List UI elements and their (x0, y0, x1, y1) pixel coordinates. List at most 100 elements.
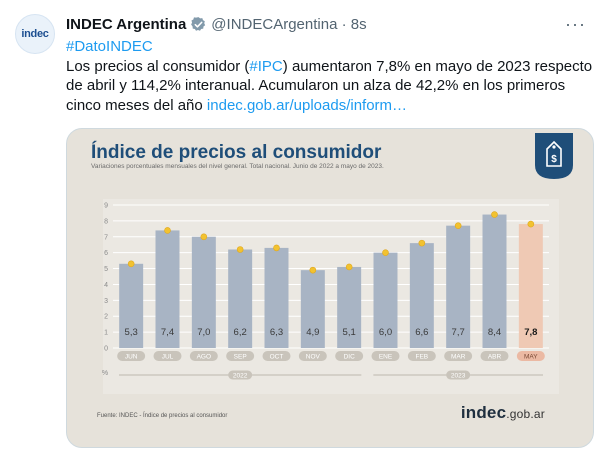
bar-value-label: 6,2 (234, 327, 247, 338)
month-pill (189, 351, 218, 361)
x-tick-label: JUL (162, 354, 174, 361)
bar-top-marker (273, 244, 280, 252)
bar-top-marker (491, 211, 498, 218)
y-tick-label: 7 (104, 234, 108, 241)
month-pill (117, 351, 146, 361)
bar-top-marker (345, 263, 353, 271)
bar (446, 225, 471, 348)
chart-source-note: Fuente: INDEC - Índice de precios al con… (97, 413, 228, 419)
tweet-text: #DatoINDEC Los precios al consumidor (#I… (66, 37, 596, 115)
year-label: 2023 (451, 373, 466, 380)
y-tick-label: 9 (104, 203, 108, 210)
bar-value-label: 5,1 (343, 327, 356, 338)
bar-value-label: 7,0 (197, 327, 210, 338)
bar-top-marker (418, 239, 426, 247)
bar-top-marker (127, 260, 135, 268)
year-label: 2022 (233, 373, 248, 380)
logo-main-text: indec (460, 403, 507, 422)
bar (518, 224, 543, 348)
y-axis-unit: % (102, 370, 108, 377)
author-avatar[interactable]: indec (15, 14, 55, 54)
x-tick-label: AGO (197, 354, 211, 361)
x-tick-label: DIC (344, 354, 356, 361)
verified-badge-icon (191, 16, 206, 31)
month-pill (262, 351, 291, 361)
month-pill (480, 351, 509, 361)
y-tick-label: 3 (104, 298, 108, 305)
y-tick-label: 1 (104, 330, 108, 337)
media-card[interactable]: 0 1 2 3 4 5 6 7 8 9% 5,3 JUN 7,4 JUL 7,0 AGO 6,2 SEP 6,3 OC… (66, 128, 594, 448)
bar (300, 270, 325, 348)
bar (482, 214, 507, 348)
bar (191, 236, 216, 348)
tweet-text-part-2: ) aumentaron 7,8% en mayo de 2023 respec… (66, 57, 593, 114)
bar-value-label: 4,9 (306, 327, 319, 338)
report-link[interactable]: indec.gob.ar/uploads/inform… (206, 96, 408, 114)
bar-value-label: 6,3 (270, 327, 283, 338)
bar (373, 252, 398, 348)
bar-value-label: 5,3 (125, 327, 138, 338)
bar-top-marker (236, 246, 244, 253)
month-pill (516, 351, 545, 361)
bar-top-marker (309, 266, 317, 274)
month-pill (298, 351, 327, 361)
x-tick-label: SEP (234, 354, 247, 361)
chart-subtitle: Variaciones porcentuales mensuales del n… (91, 163, 384, 170)
y-tick-label: 4 (104, 282, 108, 289)
y-tick-label: 2 (104, 314, 108, 321)
svg-text:$: $ (551, 154, 557, 165)
x-tick-label: JUN (125, 354, 138, 361)
tweet-body: Los precios al consumidor (#IPC) aumenta… (66, 57, 596, 116)
bar (228, 249, 253, 348)
more-options-icon[interactable]: ··· (565, 14, 586, 34)
bar (337, 266, 362, 348)
bar-top-marker (200, 233, 208, 241)
x-tick-label: ENE (379, 354, 393, 361)
x-tick-label: ABR (488, 354, 502, 361)
month-pill (226, 351, 255, 361)
x-tick-label: MAR (451, 354, 466, 361)
x-tick-label: OCT (270, 354, 284, 361)
bar-top-marker (454, 222, 462, 229)
year-pill (228, 370, 253, 380)
author-handle-and-time[interactable]: @INDECArgentina · 8s (211, 15, 367, 33)
bar-value-label: 7,7 (452, 327, 465, 338)
bar (155, 230, 180, 348)
bar-value-label: 7,8 (524, 327, 537, 338)
tweet-header: INDEC Argentina @INDECArgentina · 8s (66, 13, 367, 35)
x-tick-label: MAY (524, 354, 538, 361)
y-tick-label: 5 (104, 266, 108, 273)
month-pill (407, 351, 436, 361)
hashtag-link-datoindec[interactable]: #DatoINDEC (66, 38, 153, 55)
avatar-logo-text: indec (21, 28, 49, 40)
bar-value-label: 8,4 (488, 327, 501, 338)
bar-value-label: 6,6 (415, 327, 428, 338)
x-tick-label: NOV (306, 354, 321, 361)
indec-logo: indec.gob.ar (461, 403, 545, 423)
month-pill (153, 351, 182, 361)
hashtag-link-ipc[interactable]: #IPC (249, 57, 283, 75)
logo-suffix-text: .gob.ar (506, 407, 545, 421)
author-name[interactable]: INDEC Argentina (66, 15, 187, 33)
y-tick-label: 0 (104, 346, 108, 353)
bar (409, 243, 434, 348)
bar-value-label: 6,0 (379, 327, 392, 338)
y-tick-label: 6 (104, 250, 108, 257)
month-pill (335, 351, 364, 361)
x-tick-label: FEB (416, 354, 429, 361)
bar (264, 247, 289, 348)
bar-top-marker (527, 220, 535, 228)
month-pill (444, 351, 473, 361)
ipc-bar-chart: 0 1 2 3 4 5 6 7 8 9% 5,3 JUN 7,4 JUL 7,0 AGO 6,2 SEP 6,3 OC… (102, 199, 559, 394)
bar (119, 263, 144, 348)
bar-top-marker (164, 227, 171, 234)
month-pill (371, 351, 400, 361)
price-tag-icon: $ (535, 133, 573, 179)
bar-value-label: 7,4 (161, 327, 174, 338)
bar-top-marker (382, 249, 389, 256)
chart-title: Índice de precios al consumidor (91, 142, 382, 163)
y-tick-label: 8 (104, 218, 108, 225)
year-pill (446, 370, 471, 380)
tweet-text-part-1: Los precios al consumidor ( (66, 57, 250, 75)
